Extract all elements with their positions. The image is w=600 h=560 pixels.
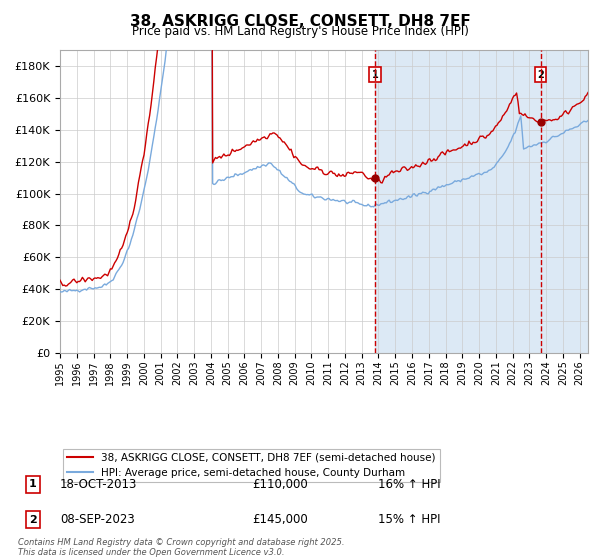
Text: 38, ASKRIGG CLOSE, CONSETT, DH8 7EF: 38, ASKRIGG CLOSE, CONSETT, DH8 7EF xyxy=(130,14,470,29)
Text: 1: 1 xyxy=(372,69,379,80)
Text: £145,000: £145,000 xyxy=(252,513,308,526)
Text: 08-SEP-2023: 08-SEP-2023 xyxy=(60,513,135,526)
Text: 15% ↑ HPI: 15% ↑ HPI xyxy=(378,513,440,526)
Bar xyxy=(375,50,541,353)
Text: £110,000: £110,000 xyxy=(252,478,308,491)
Text: 18-OCT-2013: 18-OCT-2013 xyxy=(60,478,137,491)
Text: Contains HM Land Registry data © Crown copyright and database right 2025.
This d: Contains HM Land Registry data © Crown c… xyxy=(18,538,344,557)
Text: 16% ↑ HPI: 16% ↑ HPI xyxy=(378,478,440,491)
Text: 1: 1 xyxy=(29,479,37,489)
Bar xyxy=(541,50,588,353)
Text: Price paid vs. HM Land Registry's House Price Index (HPI): Price paid vs. HM Land Registry's House … xyxy=(131,25,469,38)
Text: 2: 2 xyxy=(29,515,37,525)
Legend: 38, ASKRIGG CLOSE, CONSETT, DH8 7EF (semi-detached house), HPI: Average price, s: 38, ASKRIGG CLOSE, CONSETT, DH8 7EF (sem… xyxy=(62,449,440,482)
Text: 2: 2 xyxy=(537,69,544,80)
